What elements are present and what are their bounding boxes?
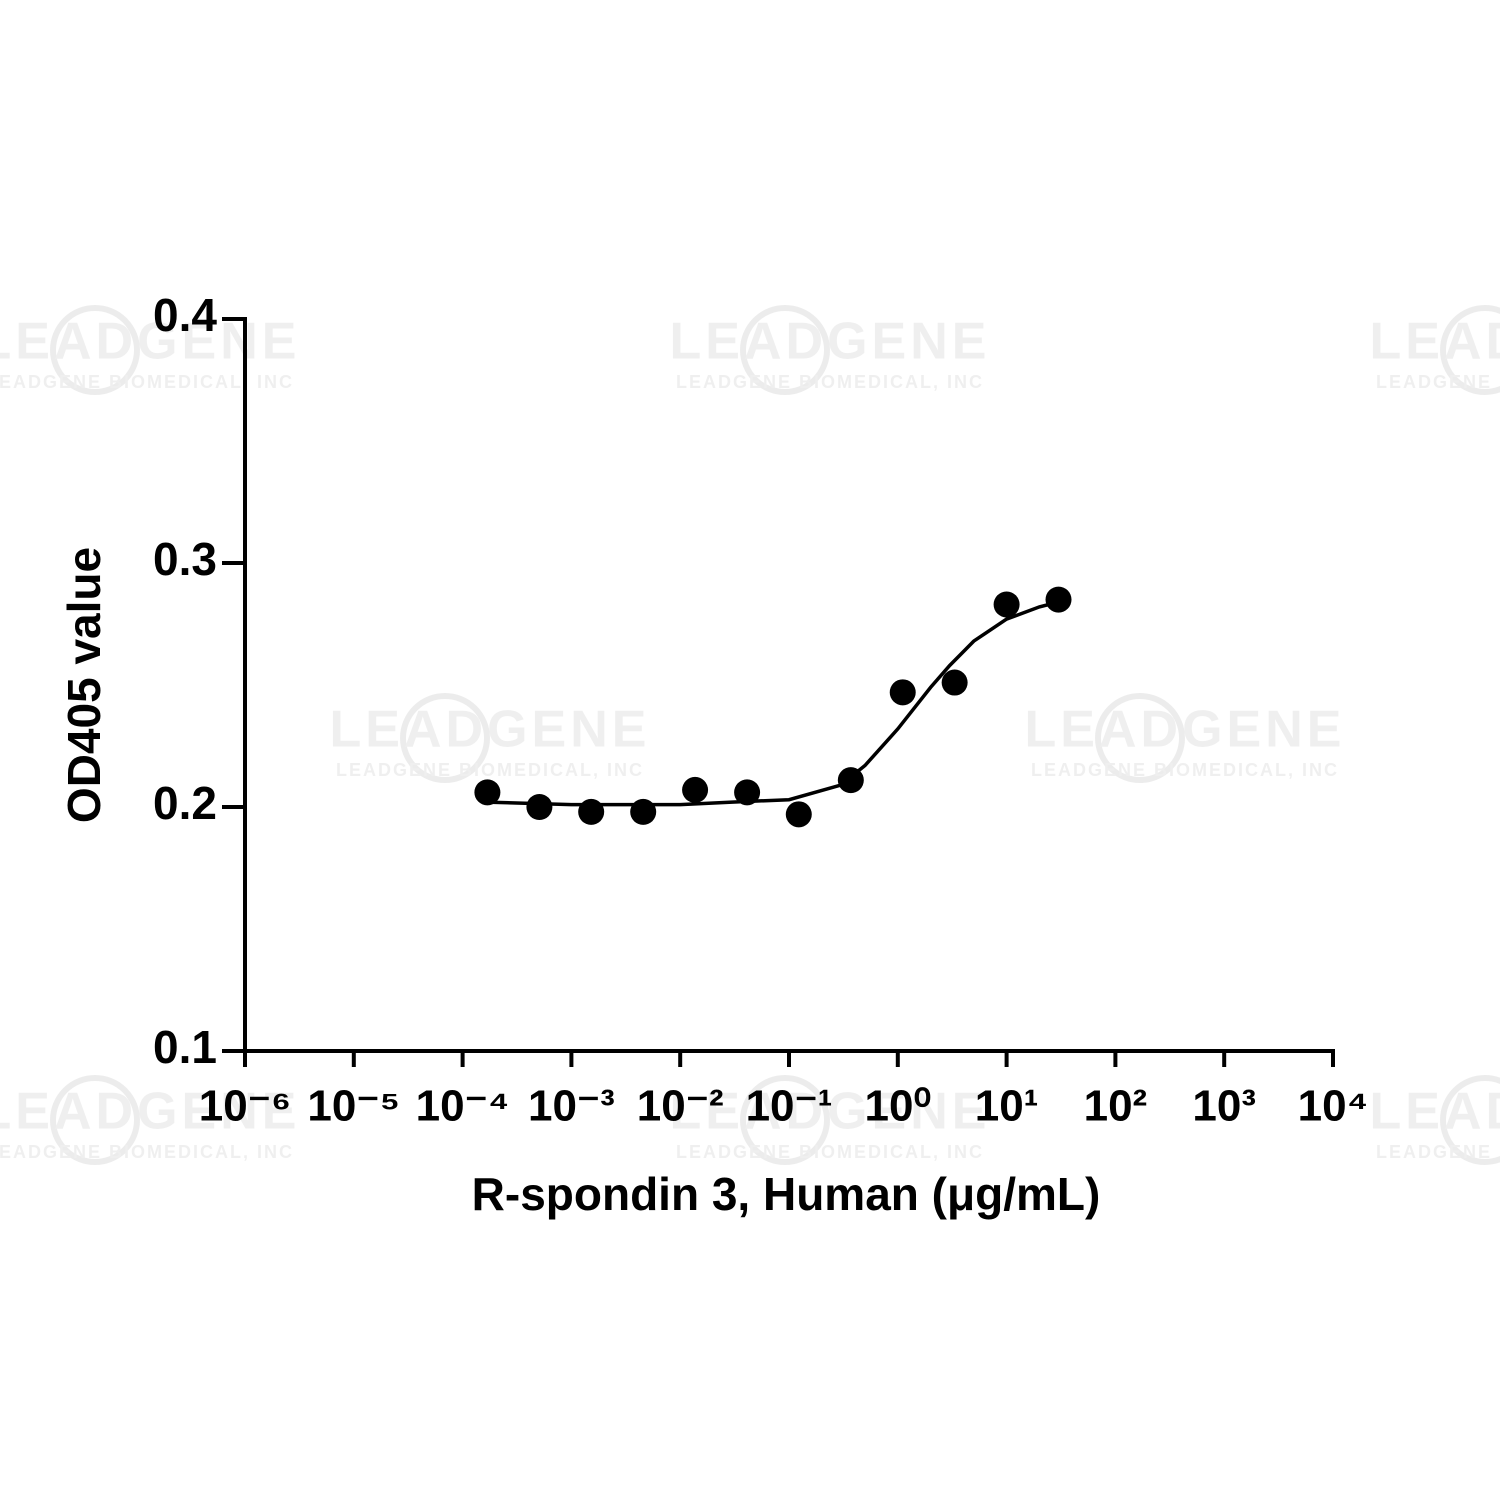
watermark-subtext: LEADGENE BIOMEDICAL, INC (1376, 372, 1500, 392)
data-point (1045, 586, 1072, 613)
data-point (630, 798, 657, 825)
x-tick-label: 10⁻⁵ (307, 1082, 400, 1131)
watermark-text: LEADGENE (0, 1083, 300, 1141)
watermark-logo (740, 1075, 830, 1165)
watermark-subtext: LEADGENE BIOMEDICAL, INC (676, 372, 984, 392)
data-point (526, 794, 553, 820)
x-tick-label: 10² (1084, 1082, 1148, 1131)
watermark-logo (400, 693, 490, 783)
data-point (734, 779, 761, 806)
x-tick-label: 10³ (1192, 1082, 1256, 1131)
watermark-subtext: LEADGENE BIOMEDICAL, INC (0, 372, 294, 392)
watermark-text: LEADGENE (1370, 1083, 1500, 1141)
fit-curve (485, 600, 1059, 807)
watermark-logo (50, 305, 140, 395)
watermark-text: LEADGENE (670, 313, 991, 371)
x-tick-label: 10⁴ (1298, 1082, 1369, 1131)
x-tick-label: 10⁻⁴ (416, 1082, 510, 1131)
watermark-text: LEADGENE (1370, 313, 1500, 371)
data-point (837, 767, 864, 794)
watermark-subtext: LEADGENE BIOMEDICAL, INC (1376, 1142, 1500, 1162)
y-tick-label: 0.4 (153, 289, 217, 341)
x-tick-label: 10⁻¹ (746, 1082, 833, 1131)
y-tick-label: 0.2 (153, 777, 217, 829)
y-tick-label: 0.3 (153, 533, 217, 585)
y-tick-label: 0.1 (153, 1021, 217, 1073)
x-tick-label: 10¹ (975, 1082, 1039, 1131)
watermark-logo (1440, 1075, 1500, 1165)
x-tick-label: 10⁰ (865, 1082, 932, 1131)
watermark-subtext: LEADGENE BIOMEDICAL, INC (0, 1142, 294, 1162)
data-point (578, 798, 605, 825)
x-axis-label: R-spondin 3, Human (μg/mL) (472, 1168, 1101, 1220)
watermark-subtext: LEADGENE BIOMEDICAL, INC (336, 760, 644, 780)
x-tick-label: 10⁻⁶ (199, 1082, 291, 1131)
watermark-subtext: LEADGENE BIOMEDICAL, INC (676, 1142, 984, 1162)
data-point (889, 679, 916, 706)
data-point (993, 591, 1020, 618)
watermark-logo (50, 1075, 140, 1165)
watermark-text: LEADGENE (0, 313, 300, 371)
data-point (785, 801, 812, 828)
data-point (682, 776, 709, 803)
watermark-text: LEADGENE (330, 701, 651, 759)
watermark-logo (740, 305, 830, 395)
watermark-logo (1095, 693, 1185, 783)
data-point (474, 779, 501, 806)
watermark-subtext: LEADGENE BIOMEDICAL, INC (1031, 760, 1339, 780)
data-point (941, 669, 968, 696)
watermark-text: LEADGENE (670, 1083, 991, 1141)
x-tick-label: 10⁻² (637, 1082, 724, 1131)
x-tick-label: 10⁻³ (528, 1082, 615, 1131)
watermark-text: LEADGENE (1025, 701, 1346, 759)
watermark-logo (1440, 305, 1500, 395)
y-axis-label: OD405 value (58, 547, 110, 823)
